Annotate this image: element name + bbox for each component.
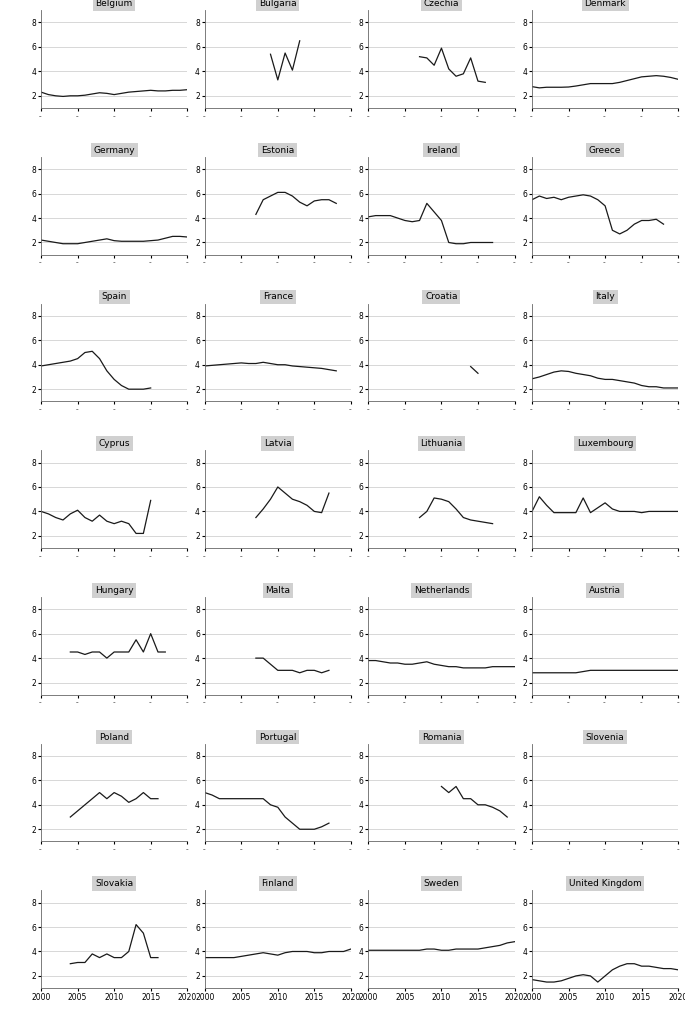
Title: Luxembourg: Luxembourg bbox=[577, 439, 634, 449]
Title: Denmark: Denmark bbox=[584, 0, 626, 8]
Title: Czechia: Czechia bbox=[424, 0, 459, 8]
Title: Hungary: Hungary bbox=[95, 586, 134, 595]
Title: Greece: Greece bbox=[589, 145, 621, 155]
Title: Netherlands: Netherlands bbox=[414, 586, 469, 595]
Title: Finland: Finland bbox=[262, 880, 294, 888]
Title: Germany: Germany bbox=[93, 145, 135, 155]
Title: Austria: Austria bbox=[589, 586, 621, 595]
Title: France: France bbox=[263, 293, 293, 301]
Title: Belgium: Belgium bbox=[95, 0, 133, 8]
Title: Portugal: Portugal bbox=[259, 732, 297, 741]
Title: Slovakia: Slovakia bbox=[95, 880, 133, 888]
Title: Romania: Romania bbox=[422, 732, 461, 741]
Title: Cyprus: Cyprus bbox=[99, 439, 130, 449]
Title: Ireland: Ireland bbox=[426, 145, 457, 155]
Title: Estonia: Estonia bbox=[261, 145, 295, 155]
Title: Latvia: Latvia bbox=[264, 439, 292, 449]
Title: Spain: Spain bbox=[101, 293, 127, 301]
Title: Poland: Poland bbox=[99, 732, 129, 741]
Title: United Kingdom: United Kingdom bbox=[569, 880, 641, 888]
Title: Malta: Malta bbox=[265, 586, 290, 595]
Title: Slovenia: Slovenia bbox=[586, 732, 625, 741]
Title: Bulgaria: Bulgaria bbox=[259, 0, 297, 8]
Title: Croatia: Croatia bbox=[425, 293, 458, 301]
Title: Italy: Italy bbox=[595, 293, 615, 301]
Title: Sweden: Sweden bbox=[423, 880, 460, 888]
Title: Lithuania: Lithuania bbox=[421, 439, 462, 449]
